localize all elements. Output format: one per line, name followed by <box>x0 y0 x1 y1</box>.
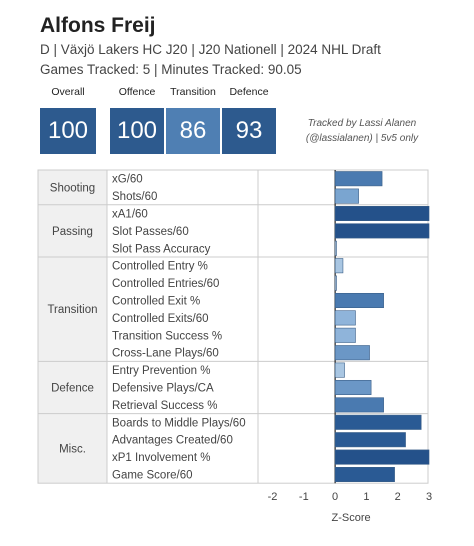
bar <box>334 310 356 326</box>
metric-label: xP1 Involvement % <box>112 452 210 464</box>
bar <box>334 171 383 187</box>
metric-label: Defensive Plays/CA <box>112 383 214 395</box>
bar <box>334 397 384 413</box>
group-label: Shooting <box>50 182 95 194</box>
player-name: Alfons Freij <box>40 14 156 37</box>
table-border <box>37 169 429 484</box>
bar <box>334 432 406 448</box>
bar <box>334 206 430 222</box>
group-label: Defence <box>51 383 94 395</box>
group-label: Misc. <box>59 443 86 455</box>
metric-label: Slot Pass Accuracy <box>112 243 211 255</box>
defence-label: Defence <box>229 86 269 98</box>
bar <box>334 240 337 256</box>
bar <box>334 275 337 291</box>
bar <box>334 327 356 343</box>
metric-label: xA1/60 <box>112 209 148 221</box>
metric-label: Slot Passes/60 <box>112 226 189 238</box>
metric-label: Cross-Lane Plays/60 <box>112 348 219 360</box>
defence-score-tile: 93 <box>222 108 276 154</box>
x-tick-label: 2 <box>395 491 401 503</box>
bar <box>334 188 359 204</box>
metric-label: Controlled Entry % <box>112 261 208 273</box>
metric-label: Retrieval Success % <box>112 400 217 412</box>
tracking-credit: Tracked by Lassi Alanen (@lassialanen) |… <box>292 116 432 146</box>
player-subtitle: D | Växjö Lakers HC J20 | J20 Nationell … <box>40 42 381 57</box>
metric-label: Transition Success % <box>112 330 222 342</box>
metric-label: Controlled Exit % <box>112 296 200 308</box>
group-cell-3 <box>38 361 107 414</box>
credit-line-1: Tracked by Lassi Alanen <box>307 118 417 129</box>
overall-score-tile: 100 <box>40 108 96 154</box>
overall-label: Overall <box>51 86 85 98</box>
metric-label: Controlled Exits/60 <box>112 313 209 325</box>
group-cell-2 <box>38 257 107 362</box>
x-tick-label: -2 <box>268 491 278 503</box>
offence-label: Offence <box>118 86 156 98</box>
credit-line-2: (@lassialanen) | 5v5 only <box>305 133 419 144</box>
bar <box>334 292 384 308</box>
group-label: Transition <box>47 304 97 316</box>
x-axis-title: Z-Score <box>332 512 371 524</box>
metric-label: Shots/60 <box>112 191 157 203</box>
metric-label: Controlled Entries/60 <box>112 278 219 290</box>
metric-label: Advantages Created/60 <box>112 435 233 447</box>
bar <box>334 414 422 430</box>
metric-label: xG/60 <box>112 174 143 186</box>
offence-score-tile: 100 <box>110 108 164 154</box>
bar <box>334 258 344 274</box>
tracking-summary: Games Tracked: 5 | Minutes Tracked: 90.0… <box>40 62 302 77</box>
bar <box>334 466 395 482</box>
transition-score-tile: 86 <box>166 108 220 154</box>
x-tick-label: 3 <box>426 491 432 503</box>
metric-label: Game Score/60 <box>112 470 193 482</box>
bar <box>334 362 345 378</box>
x-tick-label: 1 <box>363 491 369 503</box>
group-cell-4 <box>38 413 107 484</box>
bar <box>334 379 372 395</box>
bar <box>334 223 430 239</box>
group-cell-0 <box>38 170 107 205</box>
metric-label: Boards to Middle Plays/60 <box>112 417 246 429</box>
x-tick-label: 0 <box>332 491 338 503</box>
metric-label: Entry Prevention % <box>112 365 210 377</box>
x-tick-label: -1 <box>299 491 309 503</box>
group-label: Passing <box>52 226 93 238</box>
transition-label: Transition <box>170 86 216 98</box>
bar <box>334 449 430 465</box>
group-cell-1 <box>38 204 107 257</box>
bar <box>334 345 370 361</box>
